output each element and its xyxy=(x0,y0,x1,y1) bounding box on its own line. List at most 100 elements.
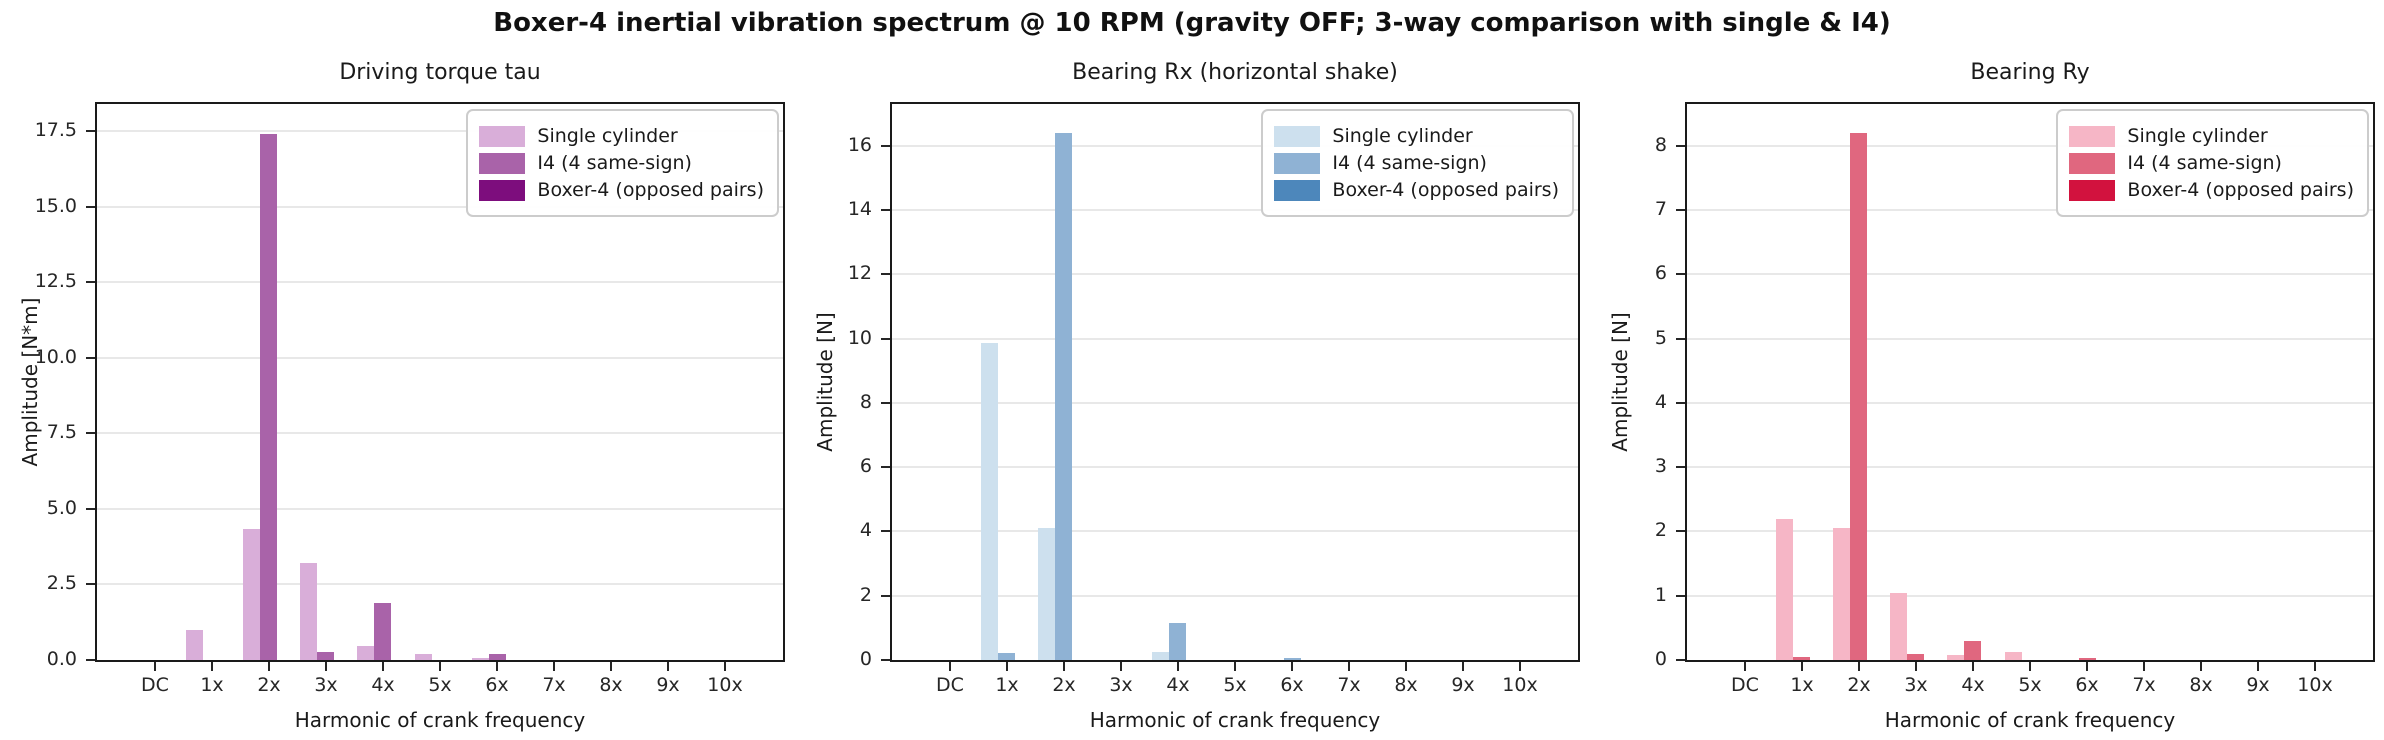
x-tick-mark xyxy=(325,662,327,671)
y-tick-mark xyxy=(1676,273,1685,275)
x-tick-label: 9x xyxy=(2246,674,2270,696)
gridline xyxy=(97,281,783,283)
bar-series0-4x xyxy=(357,646,374,660)
x-tick-label: 6x xyxy=(485,674,509,696)
bar-series0-3x xyxy=(300,563,317,660)
x-tick-mark xyxy=(1744,662,1746,671)
x-axis-label: Harmonic of crank frequency xyxy=(1089,708,1381,732)
x-tick-label: 4x xyxy=(1961,674,1985,696)
y-tick-label: 10 xyxy=(847,327,872,349)
legend-swatch-icon xyxy=(2069,125,2116,147)
y-tick-label: 0.0 xyxy=(46,648,77,670)
x-tick-label: 7x xyxy=(542,674,566,696)
x-tick-mark xyxy=(1462,662,1464,671)
legend-label: I4 (4 same-sign) xyxy=(537,152,692,174)
x-tick-label: DC xyxy=(1731,674,1759,696)
legend-label: Boxer-4 (opposed pairs) xyxy=(1332,179,1559,201)
gridline xyxy=(1687,338,2373,340)
panel-driving-torque-tau: Driving torque tau Amplitude [N*m] 0.0 2.5 5… xyxy=(0,0,795,740)
gridline xyxy=(892,402,1578,404)
y-tick-label: 2.5 xyxy=(46,572,77,594)
x-tick-label: 1x xyxy=(200,674,224,696)
x-tick-mark xyxy=(1177,662,1179,671)
x-tick-label: 6x xyxy=(2075,674,2099,696)
gridline xyxy=(97,357,783,359)
legend-swatch-icon xyxy=(479,152,526,174)
x-tick-label: 4x xyxy=(1166,674,1190,696)
y-tick-label: 4 xyxy=(1654,391,1667,413)
x-tick-label: 1x xyxy=(995,674,1019,696)
x-tick-mark xyxy=(553,662,555,671)
bar-series1-6x xyxy=(1284,658,1301,660)
y-tick-mark xyxy=(881,530,890,532)
legend-item: I4 (4 same-sign) xyxy=(2069,152,2354,174)
x-tick-label: DC xyxy=(936,674,964,696)
gridline xyxy=(97,583,783,585)
panel-bearing-ry: Bearing Ry Amplitude [N] 0 1 2 3 4 5 6 7 8 DC 1x 2x 3x… xyxy=(1590,0,2384,740)
x-tick-mark xyxy=(667,662,669,671)
legend-item: I4 (4 same-sign) xyxy=(1274,152,1559,174)
panel-title: Bearing Rx (horizontal shake) xyxy=(1072,60,1398,85)
gridline xyxy=(892,466,1578,468)
x-tick-label: 5x xyxy=(1223,674,1247,696)
legend-swatch-icon xyxy=(479,125,526,147)
bar-series1-6x xyxy=(489,654,506,660)
bar-series1-6x xyxy=(2079,658,2096,660)
y-tick-label: 3 xyxy=(1654,455,1667,477)
y-tick-mark xyxy=(881,659,890,661)
legend-label: Single cylinder xyxy=(537,125,678,147)
legend-swatch-icon xyxy=(1274,152,1321,174)
panel-bearing-rx-horizontal-shake: Bearing Rx (horizontal shake) Amplitude [… xyxy=(795,0,1590,740)
x-tick-mark xyxy=(1120,662,1122,671)
bar-series1-4x xyxy=(1169,623,1186,660)
bar-series0-4x xyxy=(1947,655,1964,660)
gridline xyxy=(1687,466,2373,468)
x-tick-mark xyxy=(211,662,213,671)
x-tick-label: DC xyxy=(141,674,169,696)
bar-series0-2x xyxy=(1038,528,1055,660)
legend-swatch-icon xyxy=(1274,125,1321,147)
bar-series1-2x xyxy=(260,134,277,660)
x-tick-label: 4x xyxy=(371,674,395,696)
legend-item: Single cylinder xyxy=(2069,125,2354,147)
bar-series0-3x xyxy=(1890,593,1907,660)
y-tick-label: 6 xyxy=(859,455,872,477)
x-tick-mark xyxy=(382,662,384,671)
y-tick-label: 12.5 xyxy=(34,270,77,292)
x-tick-mark xyxy=(1915,662,1917,671)
x-tick-label: 8x xyxy=(1394,674,1418,696)
y-tick-mark xyxy=(1676,530,1685,532)
bar-series1-2x xyxy=(1055,133,1072,660)
legend: Single cylinder I4 (4 same-sign) Boxer-4 (… xyxy=(466,109,779,217)
x-tick-mark xyxy=(1063,662,1065,671)
plot-area xyxy=(95,102,785,662)
x-tick-label: 9x xyxy=(656,674,680,696)
y-tick-label: 0 xyxy=(859,648,872,670)
x-tick-label: 5x xyxy=(428,674,452,696)
x-tick-mark xyxy=(154,662,156,671)
y-tick-mark xyxy=(881,145,890,147)
legend-label: Single cylinder xyxy=(2127,125,2268,147)
x-tick-mark xyxy=(1405,662,1407,671)
x-tick-label: 5x xyxy=(2018,674,2042,696)
y-tick-label: 8 xyxy=(859,391,872,413)
x-tick-label: 3x xyxy=(1904,674,1928,696)
legend: Single cylinder I4 (4 same-sign) Boxer-4 (… xyxy=(2056,109,2369,217)
y-tick-mark xyxy=(881,338,890,340)
legend-item: Boxer-4 (opposed pairs) xyxy=(2069,179,2354,201)
y-tick-label: 5 xyxy=(1654,327,1667,349)
bar-series0-2x xyxy=(1833,528,1850,660)
gridline xyxy=(892,595,1578,597)
y-tick-mark xyxy=(86,357,95,359)
y-tick-mark xyxy=(1676,466,1685,468)
y-tick-label: 8 xyxy=(1654,134,1667,156)
y-tick-label: 7 xyxy=(1654,198,1667,220)
y-tick-mark xyxy=(86,659,95,661)
bar-series0-2x xyxy=(243,529,260,660)
gridline xyxy=(1687,530,2373,532)
gridline xyxy=(1687,273,2373,275)
y-tick-label: 4 xyxy=(859,519,872,541)
x-tick-mark xyxy=(2314,662,2316,671)
y-tick-mark xyxy=(881,209,890,211)
